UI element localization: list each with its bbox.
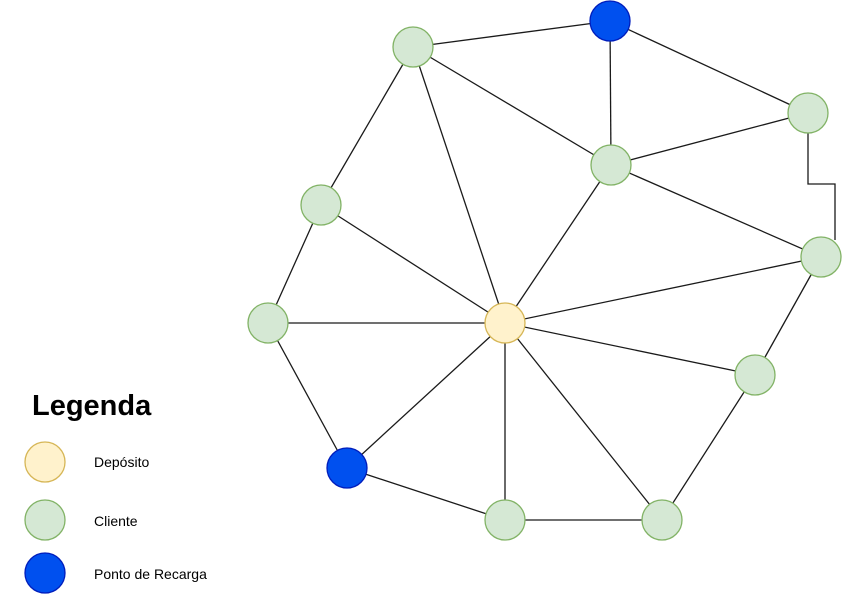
legend-label-recarga: Ponto de Recarga: [94, 566, 207, 582]
legend-swatch-deposito: [24, 441, 66, 483]
legend-swatch-cliente: [24, 499, 66, 541]
edge-cliente-1-cliente-2: [320, 46, 414, 206]
edge-cliente-1-cliente-4: [412, 46, 612, 166]
edge-cliente-3-cliente-5: [807, 133, 836, 240]
edge-cliente-6-recarga-bottom: [267, 322, 348, 469]
node-deposito: [484, 302, 526, 344]
legend-title: Legenda: [32, 390, 152, 422]
node-cliente-7: [734, 354, 776, 396]
edge-cliente-4-cliente-5: [610, 164, 822, 258]
edge-cliente-3-cliente-4: [610, 112, 809, 166]
node-recarga-bottom: [326, 447, 368, 489]
edge-deposito-cliente-7: [504, 322, 756, 376]
nodes-layer: [247, 0, 842, 541]
edge-cliente-1-deposito: [412, 46, 506, 324]
edge-cliente-4-deposito: [504, 164, 612, 324]
legend-swatches: [24, 441, 66, 594]
node-cliente-8: [641, 499, 683, 541]
legend-label-deposito: Depósito: [94, 454, 150, 470]
node-cliente-6: [247, 302, 289, 344]
edge-cliente-2-cliente-6: [267, 204, 322, 324]
legend-label-cliente: Cliente: [94, 513, 138, 529]
edge-deposito-cliente-5: [504, 256, 822, 324]
edge-cliente-2-deposito: [320, 204, 506, 324]
node-cliente-9: [484, 499, 526, 541]
edge-deposito-recarga-bottom: [346, 322, 506, 469]
node-cliente-2: [300, 184, 342, 226]
node-cliente-5: [800, 236, 842, 278]
edge-cliente-7-cliente-8: [661, 374, 756, 521]
edges-layer: [267, 20, 836, 521]
edge-deposito-cliente-8: [504, 322, 663, 521]
edge-cliente-1-recarga-top: [412, 20, 611, 48]
edge-cliente-9-recarga-bottom: [346, 467, 506, 521]
node-cliente-1: [392, 26, 434, 68]
edge-cliente-5-cliente-7: [754, 256, 822, 376]
node-recarga-top: [589, 0, 631, 42]
edge-recarga-top-cliente-3: [609, 20, 809, 114]
node-cliente-3: [787, 92, 829, 134]
legend-swatch-recarga: [24, 552, 66, 594]
node-cliente-4: [590, 144, 632, 186]
edge-recarga-top-cliente-4: [609, 20, 612, 166]
